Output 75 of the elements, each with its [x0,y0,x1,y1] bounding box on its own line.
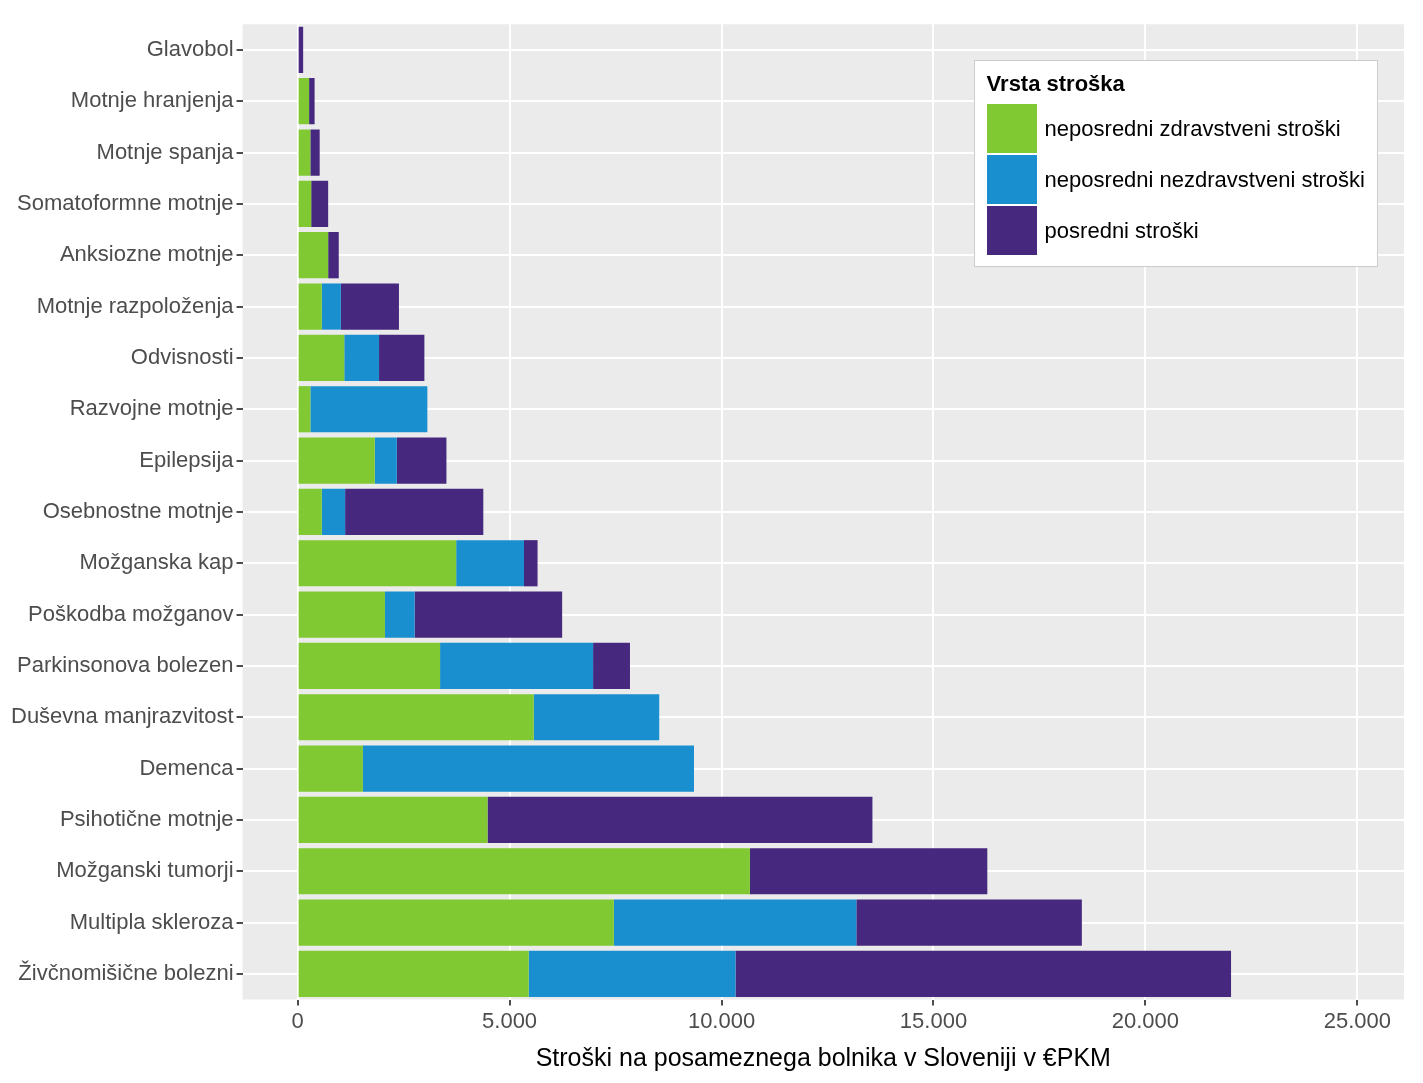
x-tick-label: 10.000 [687,1007,756,1033]
x-tick-label: 5.000 [482,1007,538,1033]
y-tick-label: Psihotične motnje [59,805,234,831]
bar [735,950,1232,998]
bar [362,745,694,792]
bar [528,950,736,998]
legend-title: Vrsta stroška [986,71,1126,97]
bar [298,642,441,690]
y-tick-label: Motnje razpoloženja [36,292,235,318]
bar [298,488,322,535]
y-tick-label: Motnje spanja [96,138,235,164]
bar [487,796,873,844]
bar [456,540,524,587]
bar [593,642,630,690]
y-tick-label: Demenca [139,754,235,780]
bar [298,540,457,587]
bar [298,437,375,484]
bar [298,591,385,638]
bar [328,232,339,279]
y-tick-label: Multipla skleroza [69,908,235,934]
bar [749,848,988,895]
bar [524,540,538,587]
bar [298,78,310,125]
bar [321,488,346,535]
bar [321,283,341,330]
bar [311,180,329,227]
bar [345,488,484,535]
legend-label: posredni stroški [1044,217,1199,244]
bar [379,334,425,381]
y-tick-label: Somatoformne motnje [17,189,234,215]
bar [298,796,488,844]
y-tick-label: Epilepsija [139,446,235,472]
y-tick-label: Anksiozne motnje [59,241,234,267]
legend-label: neposredni nezdravstveni stroški [1044,166,1365,193]
bar [533,694,660,741]
bar [344,334,380,381]
bar [374,437,397,484]
bar [298,283,322,330]
bar [310,386,428,433]
bar [613,899,857,946]
bar [384,591,415,638]
bar [298,129,311,176]
y-tick-label: Možganski tumorji [56,857,234,883]
y-tick-label: Možganska kap [79,549,234,575]
x-tick-label: 25.000 [1323,1007,1392,1033]
x-axis-title: Stroški na posameznega bolnika v Sloveniji v €PKM [535,1042,1111,1071]
y-tick-label: Živčnomišične bolezni [18,959,234,985]
legend-label: neposredni zdravstveni stroški [1044,115,1341,142]
bar [298,232,329,279]
x-tick-label: 0 [291,1007,304,1033]
bar [298,899,614,946]
bar [309,78,315,125]
x-tick-label: 20.000 [1111,1007,1180,1033]
y-tick-label: Glavobol [146,35,234,61]
bar [396,437,447,484]
bar [298,694,534,741]
y-tick-label: Parkinsonova bolezen [17,651,234,677]
y-tick-label: Osebnostne motnje [42,497,234,523]
bar [310,129,320,176]
bar [298,745,363,792]
bar [856,899,1082,946]
bar [298,334,345,381]
y-tick-label: Razvojne motnje [69,395,234,421]
y-tick-label: Poškodba možganov [28,600,234,626]
y-tick-label: Duševna manjrazvitost [10,703,234,729]
bar [298,848,750,895]
y-tick-label: Odvisnosti [130,343,234,369]
bar [414,591,563,638]
y-tick-label: Motnje hranjenja [70,87,235,113]
bar [298,386,311,433]
x-tick-label: 15.000 [899,1007,968,1033]
bar [340,283,399,330]
bar [298,950,529,998]
bar [298,180,312,227]
bar [440,642,594,690]
